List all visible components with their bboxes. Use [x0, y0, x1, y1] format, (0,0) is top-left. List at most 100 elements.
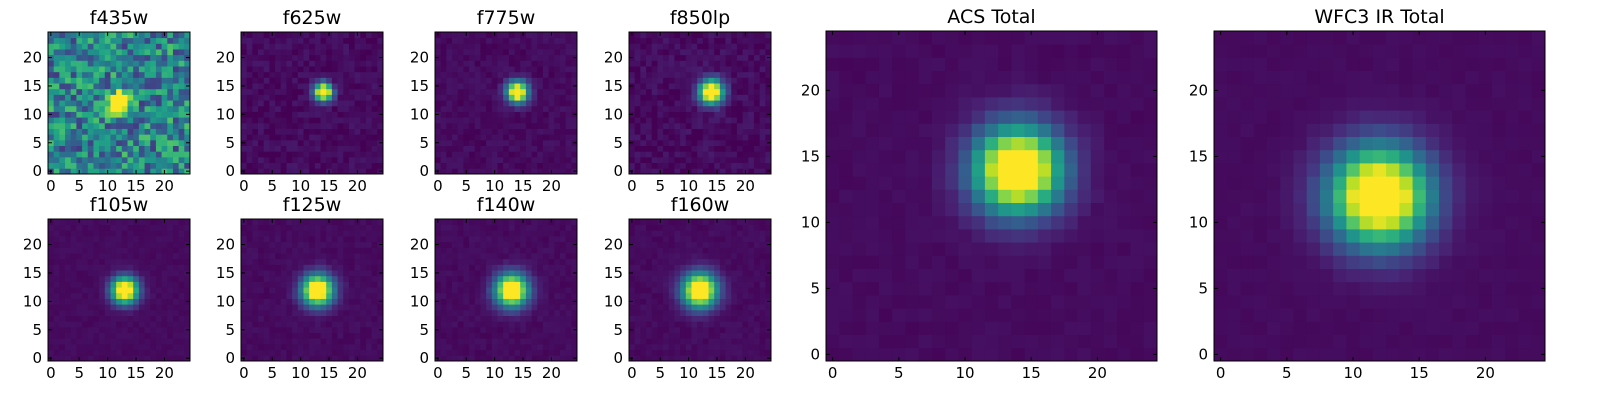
heatmap-cell: [646, 122, 653, 129]
heatmap-cell: [320, 66, 327, 73]
heatmap-cell: [634, 156, 641, 164]
heatmap-cell: [480, 83, 487, 90]
heatmap-cell: [446, 281, 453, 288]
heatmap-cell: [314, 224, 321, 231]
heatmap-cell: [258, 128, 265, 135]
y-tick-label: 0: [225, 349, 235, 367]
heatmap-cell: [144, 111, 151, 118]
heatmap-cell: [150, 258, 157, 265]
heatmap-cell: [252, 139, 259, 146]
heatmap-cell: [520, 105, 527, 112]
heatmap-cell: [269, 230, 276, 237]
heatmap-cell: [463, 49, 470, 56]
heatmap-cell: [121, 281, 128, 288]
heatmap-cell: [565, 94, 572, 101]
heatmap-cell: [303, 156, 310, 164]
heatmap-cell: [571, 145, 578, 152]
heatmap-cell: [331, 122, 338, 129]
heatmap-cell: [685, 298, 692, 305]
heatmap-cell: [320, 315, 327, 322]
heatmap-cell: [133, 292, 140, 299]
heatmap-cell: [161, 100, 168, 107]
heatmap-cell: [440, 321, 447, 328]
heatmap-cell: [116, 292, 123, 299]
heatmap-cell: [748, 111, 755, 118]
heatmap-cell: [646, 117, 653, 124]
heatmap-cell: [280, 37, 287, 44]
heatmap-cell: [320, 105, 327, 112]
heatmap-cell: [172, 105, 180, 112]
heatmap-cell: [474, 100, 481, 107]
heatmap-cell: [446, 111, 453, 118]
heatmap-cell: [309, 54, 316, 61]
heatmap-cell: [559, 43, 567, 50]
heatmap-cell: [742, 77, 749, 84]
heatmap-cell: [246, 83, 253, 90]
heatmap-cell: [663, 71, 670, 78]
heatmap-cell: [542, 122, 549, 129]
heatmap-cell: [486, 224, 493, 231]
heatmap-cell: [172, 145, 180, 152]
heatmap-cell: [537, 43, 544, 50]
heatmap-cell: [70, 258, 77, 265]
heatmap-cell: [99, 355, 106, 362]
heatmap-cell: [48, 287, 55, 294]
heatmap-cell: [178, 264, 185, 271]
heatmap-cell: [365, 151, 373, 158]
heatmap-cell: [634, 37, 641, 44]
heatmap-cell: [765, 128, 772, 135]
heatmap-cell: [365, 304, 373, 311]
heatmap-cell: [731, 343, 738, 351]
heatmap-cell: [53, 111, 60, 118]
heatmap-cell: [150, 105, 157, 112]
heatmap-cell: [246, 54, 253, 61]
heatmap-cell: [303, 355, 310, 362]
heatmap-cell: [508, 156, 515, 164]
heatmap-cell: [514, 264, 521, 271]
heatmap-cell: [269, 139, 276, 146]
heatmap-cell: [753, 128, 761, 135]
heatmap-cell: [480, 287, 487, 294]
heatmap-cell: [82, 54, 89, 61]
heatmap-cell: [343, 230, 350, 237]
heatmap-cell: [702, 122, 709, 129]
heatmap-cell: [99, 349, 106, 356]
heatmap-cell: [82, 224, 89, 231]
heatmap-cell: [674, 275, 681, 282]
heatmap-cell: [708, 88, 715, 95]
heatmap-cell: [765, 94, 772, 101]
heatmap-cell: [48, 230, 55, 237]
heatmap-cell: [172, 264, 180, 271]
heatmap-cell: [93, 100, 100, 107]
heatmap-cell: [99, 49, 106, 56]
heatmap-cell: [348, 349, 355, 356]
heatmap-cell: [640, 94, 647, 101]
heatmap-cell: [93, 292, 100, 299]
heatmap-cell: [474, 253, 481, 260]
heatmap-cell: [759, 60, 766, 67]
heatmap-cell: [708, 77, 715, 84]
x-tick-label: 0: [239, 177, 249, 195]
heatmap-cell: [525, 355, 532, 362]
heatmap-cell: [303, 275, 310, 282]
heatmap-cell: [486, 117, 493, 124]
heatmap-cell: [497, 88, 504, 95]
heatmap-cell: [514, 66, 521, 73]
heatmap-cell: [53, 315, 60, 322]
heatmap-cell: [110, 162, 117, 169]
heatmap-cell: [150, 281, 157, 288]
heatmap-cell: [531, 66, 538, 73]
heatmap-cell: [343, 122, 350, 129]
heatmap-cell: [457, 315, 464, 322]
heatmap-cell: [663, 326, 670, 333]
heatmap-cell: [184, 219, 191, 226]
heatmap-cell: [714, 117, 721, 124]
heatmap-cell: [559, 275, 567, 282]
heatmap-cell: [303, 281, 310, 288]
heatmap-cell: [53, 321, 60, 328]
heatmap-cell: [542, 88, 549, 95]
heatmap-cell: [121, 355, 128, 362]
heatmap-cell: [53, 224, 60, 231]
heatmap-cell: [286, 304, 293, 311]
